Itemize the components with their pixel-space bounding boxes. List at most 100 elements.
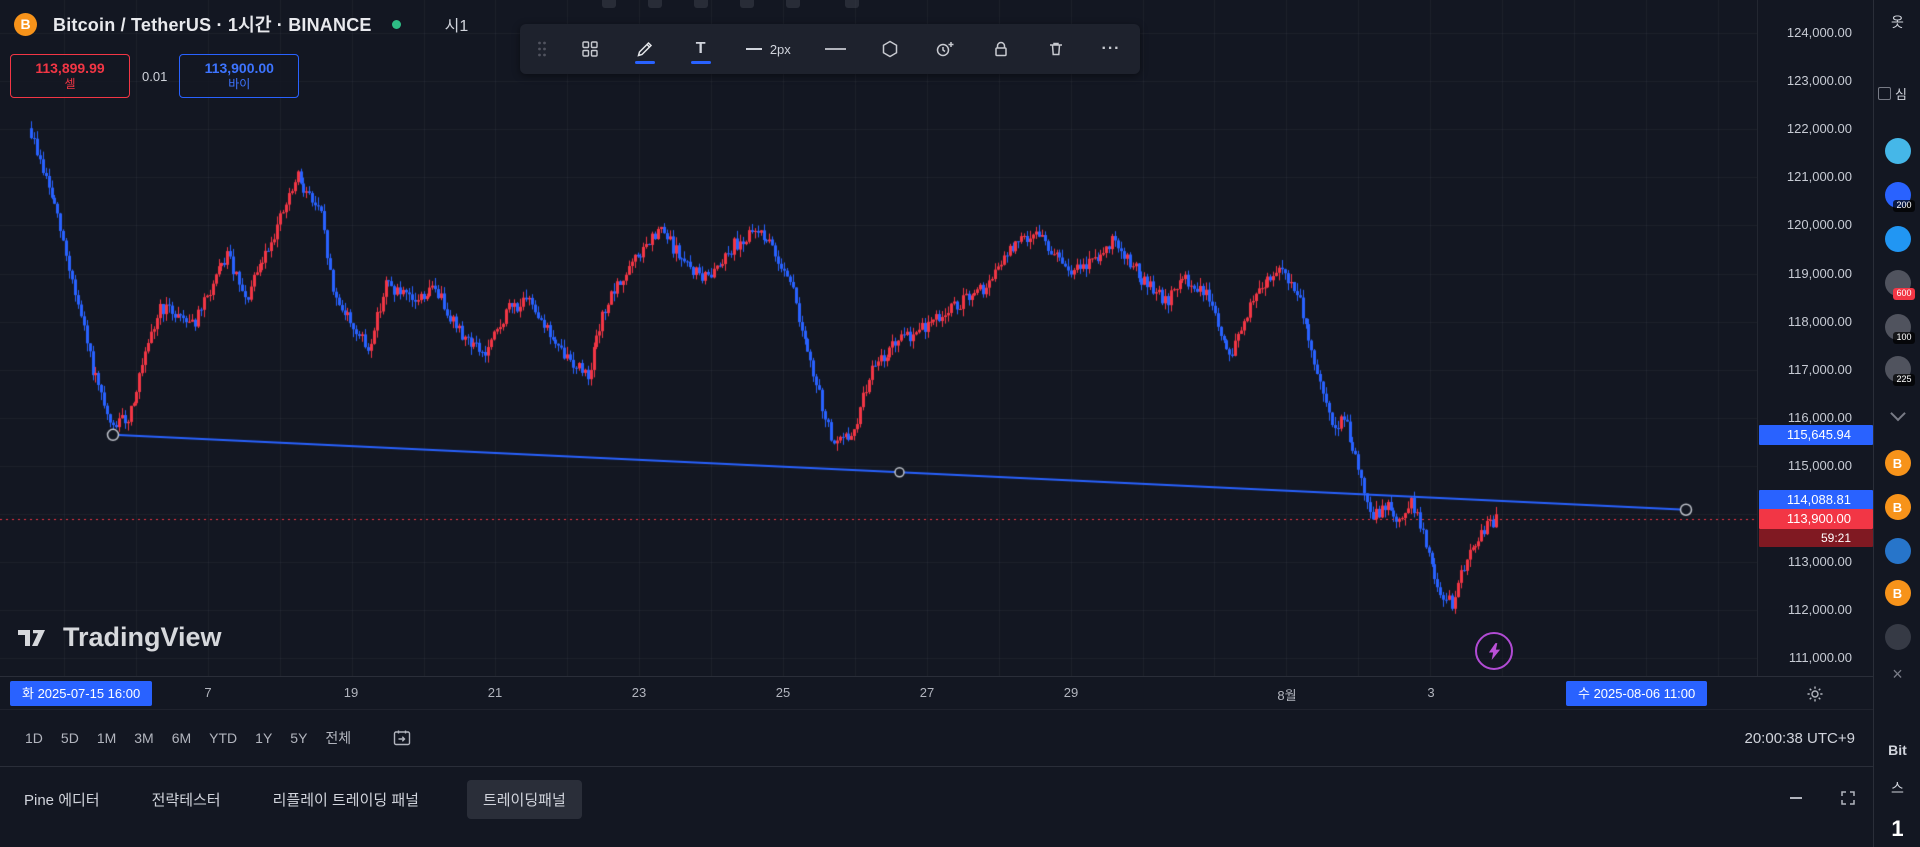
shapes-grid-button[interactable] bbox=[573, 32, 607, 66]
visible-range-end-badge: 수 2025-08-06 11:00 bbox=[1566, 681, 1708, 706]
price-axis-label: 115,000.00 bbox=[1787, 457, 1852, 473]
buy-button[interactable]: 113,900.00 바이 bbox=[179, 54, 300, 98]
grip-dots-icon bbox=[538, 41, 546, 57]
last-price-tag: 113,900.00 bbox=[1759, 508, 1873, 529]
maximize-panel-button[interactable] bbox=[1834, 789, 1862, 810]
tradingview-watermark[interactable]: TradingView bbox=[17, 622, 222, 653]
top-toolbar-clipped-icon bbox=[694, 0, 708, 8]
time-axis-tick: 21 bbox=[487, 685, 503, 700]
sell-button[interactable]: 113,899.99 셀 bbox=[10, 54, 130, 98]
sidebar-watchlist-icon[interactable]: 225 bbox=[1884, 356, 1915, 386]
sidebar-watchlist-icon[interactable] bbox=[1884, 226, 1911, 252]
alarm-clock-plus-icon bbox=[937, 42, 954, 57]
range-button-1d[interactable]: 1D bbox=[16, 724, 52, 752]
tab-pine-editor[interactable]: Pine 에디터 bbox=[20, 780, 104, 819]
range-button-all[interactable]: 전체 bbox=[316, 722, 360, 754]
price-axis-label: 113,000.00 bbox=[1787, 554, 1852, 570]
delete-button[interactable] bbox=[1039, 32, 1073, 66]
time-axis[interactable]: 화 2025-07-15 16:00 7 19 21 23 25 27 29 8월 3 수 20… bbox=[0, 676, 1873, 710]
top-toolbar-clipped-icon bbox=[786, 0, 800, 8]
sidebar-text: 옷 bbox=[1891, 14, 1904, 30]
lightning-icon bbox=[1488, 642, 1500, 660]
draw-tool-button[interactable] bbox=[628, 32, 662, 66]
top-toolbar-clipped-icon bbox=[845, 0, 859, 8]
boost-button[interactable] bbox=[1475, 632, 1513, 670]
price-axis-label: 117,000.00 bbox=[1787, 361, 1852, 377]
countdown-tag: 59:21 bbox=[1759, 528, 1873, 547]
symbol-title[interactable]: Bitcoin / TetherUS · 1시간 · BINANCE bbox=[47, 10, 378, 38]
tab-replay-trading-panel[interactable]: 리플레이 트레이딩 패널 bbox=[269, 780, 423, 819]
sidebar-coin-icon[interactable] bbox=[1884, 538, 1911, 564]
shapes-grid-icon bbox=[582, 41, 598, 57]
sidebar-coin-icon[interactable] bbox=[1884, 624, 1911, 650]
sidebar-coin-icon[interactable]: B bbox=[1884, 450, 1911, 476]
time-axis-tick: 27 bbox=[919, 685, 935, 700]
chart-area: TradingView bbox=[0, 0, 1757, 676]
range-buttons: 1D 5D 1M 3M 6M YTD 1Y 5Y 전체 bbox=[16, 722, 360, 754]
line-width-button[interactable]: 2px bbox=[739, 32, 797, 66]
minus-icon bbox=[1790, 797, 1802, 799]
price-axis-label: 120,000.00 bbox=[1786, 217, 1852, 233]
more-button[interactable]: ··· bbox=[1094, 32, 1128, 66]
range-button-1m[interactable]: 1M bbox=[88, 724, 125, 752]
text-tool-button[interactable]: T bbox=[684, 32, 718, 66]
clock-timezone-button[interactable]: 20:00:38 UTC+9 bbox=[1739, 729, 1862, 748]
bottom-tabs-bar: Pine 에디터 전략테스터 리플레이 트레이딩 패널 트레이딩패널 bbox=[0, 766, 1873, 847]
price-chart-canvas[interactable] bbox=[0, 0, 1757, 676]
sidebar-coin-icon[interactable]: B bbox=[1884, 494, 1911, 520]
price-scale-settings-button[interactable] bbox=[1800, 684, 1830, 707]
close-icon[interactable]: × bbox=[1892, 664, 1903, 684]
buy-label: 바이 bbox=[228, 77, 251, 92]
tab-trading-panel[interactable]: 트레이딩패널 bbox=[466, 780, 582, 819]
add-alert-button[interactable] bbox=[928, 32, 962, 66]
time-axis-tick: 23 bbox=[631, 685, 647, 700]
range-button-5y[interactable]: 5Y bbox=[281, 724, 316, 752]
price-tag: 115,645.94 bbox=[1759, 424, 1873, 445]
chevron-down-icon[interactable] bbox=[1889, 405, 1906, 422]
price-axis-label: 118,000.00 bbox=[1787, 313, 1852, 329]
tab-strategy-tester[interactable]: 전략테스터 bbox=[148, 780, 225, 819]
sell-label: 셀 bbox=[64, 77, 76, 92]
drag-handle[interactable] bbox=[532, 39, 552, 59]
range-button-5d[interactable]: 5D bbox=[52, 724, 88, 752]
price-axis-label: 116,000.00 bbox=[1787, 409, 1852, 425]
hexagon-button[interactable] bbox=[873, 32, 907, 66]
sidebar-watchlist-icon[interactable]: 600 bbox=[1884, 270, 1915, 300]
sidebar-text: Bit bbox=[1888, 742, 1907, 758]
pencil-icon bbox=[637, 41, 653, 57]
top-toolbar-clipped-icon bbox=[602, 0, 616, 8]
draw-color-swatch bbox=[635, 61, 656, 64]
minimize-panel-button[interactable] bbox=[1782, 789, 1810, 810]
sidebar-watchlist-icon[interactable]: 200 bbox=[1884, 182, 1915, 212]
line-width-value: 2px bbox=[769, 41, 791, 57]
sidebar-panel-toggle[interactable]: 심 bbox=[1878, 84, 1907, 103]
sidebar-watchlist-icon[interactable] bbox=[1884, 138, 1911, 164]
text-tool-icon: T bbox=[695, 40, 706, 57]
lock-button[interactable] bbox=[984, 32, 1018, 66]
sidebar-text: 스 bbox=[1891, 780, 1904, 796]
sidebar-text: 1 bbox=[1891, 816, 1904, 841]
range-button-6m[interactable]: 6M bbox=[163, 724, 200, 752]
panel-icon bbox=[1878, 87, 1891, 100]
drawing-toolbar: T 2px bbox=[520, 24, 1140, 74]
price-axis-label: 119,000.00 bbox=[1787, 265, 1852, 281]
line-style-button[interactable] bbox=[818, 32, 852, 66]
range-button-ytd[interactable]: YTD bbox=[200, 724, 246, 752]
price-tag: 114,088.81 bbox=[1759, 489, 1873, 510]
range-button-3m[interactable]: 3M bbox=[125, 724, 162, 752]
sidebar-coin-icon[interactable]: B bbox=[1884, 580, 1911, 606]
range-button-1y[interactable]: 1Y bbox=[246, 724, 281, 752]
sidebar-badge: 600 bbox=[1893, 288, 1915, 300]
price-axis-label: 111,000.00 bbox=[1788, 650, 1852, 666]
trash-icon bbox=[1049, 42, 1062, 56]
time-axis-tick: 8월 bbox=[1277, 688, 1297, 703]
time-axis-tick: 7 bbox=[204, 685, 212, 700]
sidebar-badge: 200 bbox=[1893, 200, 1915, 212]
hexagon-icon bbox=[882, 40, 898, 58]
sidebar-watchlist-icon[interactable]: 100 bbox=[1884, 314, 1915, 344]
gear-icon bbox=[1807, 686, 1823, 702]
price-axis[interactable]: 124,000.00 123,000.00 122,000.00 121,000.00… bbox=[1757, 0, 1874, 676]
go-to-date-button[interactable] bbox=[386, 727, 420, 749]
range-toolbar: 1D 5D 1M 3M 6M YTD 1Y 5Y 전체 20:00:38 UTC+9 bbox=[0, 709, 1873, 766]
